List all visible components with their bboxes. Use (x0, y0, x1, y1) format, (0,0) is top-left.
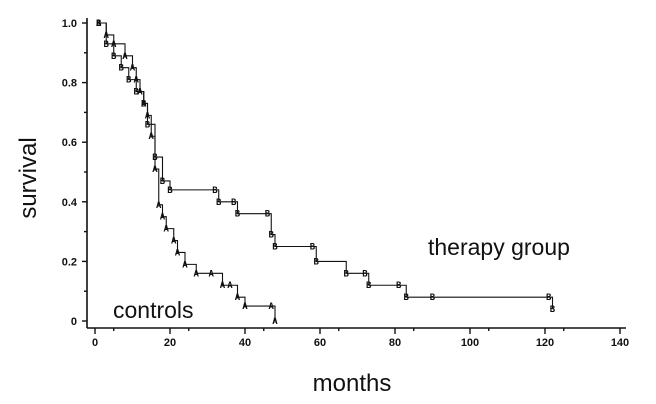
series-line (98, 22, 554, 310)
y-ticks: 0 0.2 0.4 0.6 0.8 1.0 (62, 18, 87, 328)
x-tick-label: 0 (92, 337, 98, 349)
data-point-marker: A (220, 281, 226, 291)
x-tick-label: 80 (389, 337, 401, 349)
x-tick-label: 60 (314, 337, 326, 349)
y-tick-label: 1.0 (62, 18, 77, 30)
therapy-group-annotation: therapy group (428, 234, 570, 260)
y-tick-label: 0 (71, 316, 77, 328)
data-point-marker: B (145, 120, 151, 130)
data-point-marker: A (272, 317, 278, 327)
data-point-marker: B (119, 64, 125, 74)
data-point-marker: A (141, 99, 147, 109)
data-point-marker: B (366, 281, 372, 291)
data-point-marker: A (235, 293, 241, 303)
data-point-marker: A (182, 260, 188, 270)
data-point-marker: B (310, 243, 316, 253)
axes (86, 18, 626, 329)
data-point-marker: B (404, 293, 410, 303)
data-point-marker: B (396, 281, 402, 291)
data-point-marker: A (242, 302, 248, 312)
data-point-marker: B (216, 198, 222, 208)
data-point-marker: A (156, 201, 162, 211)
data-point-marker: B (134, 88, 140, 98)
data-point-marker: B (265, 210, 271, 220)
data-point-marker: B (550, 305, 556, 315)
x-axis-title: months (313, 370, 392, 397)
data-point-marker: B (167, 186, 173, 196)
data-point-marker: A (164, 225, 170, 235)
data-point-marker: A (194, 269, 200, 279)
data-point-marker: A (269, 302, 275, 312)
data-point-marker: B (272, 243, 278, 253)
x-tick-label: 140 (611, 337, 629, 349)
data-point-marker: B (235, 210, 241, 220)
series-line (98, 22, 276, 321)
data-point-marker: B (231, 198, 237, 208)
data-point-marker: A (160, 213, 166, 223)
data-point-marker: B (362, 269, 368, 279)
data-point-marker: A (209, 269, 215, 279)
y-tick-label: 0.6 (62, 137, 77, 149)
data-point-marker: A (122, 52, 128, 62)
data-point-marker: B (104, 40, 110, 50)
y-tick-label: 0.2 (62, 256, 77, 268)
data-point-marker: B (141, 99, 147, 109)
data-point-marker: A (227, 281, 233, 291)
data-point-marker: B (152, 153, 158, 163)
data-point-marker: B (126, 76, 132, 86)
data-point-marker: A (152, 165, 158, 175)
y-axis-title: survival (15, 137, 42, 218)
data-point-marker: B (269, 231, 275, 241)
data-point-marker: B (160, 177, 166, 187)
data-point-marker: A (175, 248, 181, 258)
x-tick-label: 40 (239, 337, 251, 349)
y-tick-label: 0.4 (62, 197, 78, 209)
data-point-marker: A (96, 19, 102, 29)
x-tick-label: 120 (536, 337, 554, 349)
data-point-marker: A (171, 237, 177, 247)
data-point-marker: A (149, 132, 155, 142)
data-point-marker: B (430, 293, 436, 303)
data-point-marker: A (137, 88, 143, 98)
data-point-marker: B (96, 19, 102, 29)
data-point-marker: A (130, 64, 136, 74)
x-tick-label: 20 (164, 337, 176, 349)
data-point-marker: B (212, 186, 218, 196)
data-point-marker: B (111, 52, 117, 62)
x-tick-label: 100 (461, 337, 479, 349)
data-point-marker: B (546, 293, 552, 303)
controls-annotation: controls (113, 297, 194, 323)
data-point-marker: B (314, 257, 320, 267)
x-ticks: 0 20 40 60 80 100 120 140 (92, 328, 629, 349)
y-tick-label: 0.8 (62, 78, 77, 90)
data-point-marker: B (344, 269, 350, 279)
